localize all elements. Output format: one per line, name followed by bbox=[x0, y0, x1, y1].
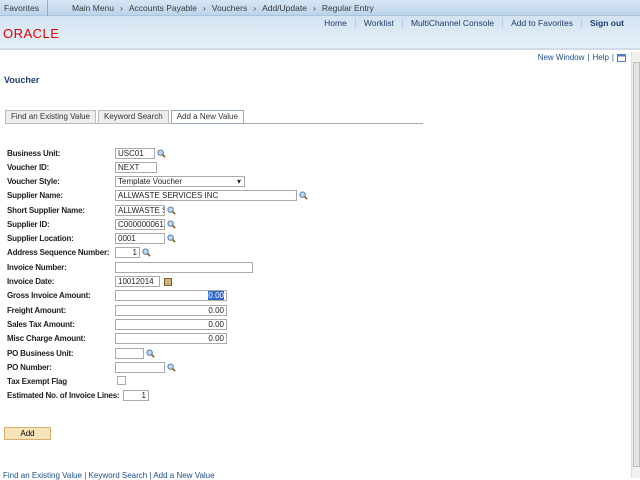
lookup-search-icon[interactable] bbox=[167, 234, 176, 243]
customize-page-icon[interactable] bbox=[617, 53, 626, 62]
breadcrumb-separator: › bbox=[202, 2, 206, 13]
add-to-favorites-link[interactable]: Add to Favorites bbox=[502, 18, 581, 28]
supplier-name-input[interactable]: ALLWASTE SERVICES INC bbox=[115, 190, 297, 201]
gross-amount-input[interactable]: 0.00 bbox=[115, 290, 227, 301]
est-lines-input[interactable]: 1 bbox=[123, 390, 149, 401]
supplier-location-label: Supplier Location: bbox=[7, 234, 74, 243]
invoice-date-label: Invoice Date: bbox=[7, 277, 55, 286]
lookup-search-icon[interactable] bbox=[299, 191, 308, 200]
gross-amount-label: Gross Invoice Amount: bbox=[7, 291, 91, 300]
freight-amount-input[interactable]: 0.00 bbox=[115, 305, 227, 316]
short-supplier-name-label: Short Supplier Name: bbox=[7, 206, 85, 215]
voucher-style-label: Voucher Style: bbox=[7, 177, 60, 186]
tab-keyword-search[interactable]: Keyword Search bbox=[98, 110, 169, 124]
tax-exempt-checkbox[interactable] bbox=[117, 376, 126, 385]
sign-out-link[interactable]: Sign out bbox=[581, 18, 632, 28]
sales-tax-input[interactable]: 0.00 bbox=[115, 319, 227, 330]
breadcrumb-accounts-payable[interactable]: Accounts Payable bbox=[128, 2, 197, 13]
tax-exempt-label: Tax Exempt Flag bbox=[7, 377, 67, 386]
invoice-date-input[interactable]: 10012014 bbox=[115, 276, 160, 287]
short-supplier-name-input[interactable]: ALLWASTE S-001 bbox=[115, 205, 165, 216]
help-link[interactable]: Help bbox=[592, 53, 609, 62]
worklist-link[interactable]: Worklist bbox=[354, 18, 402, 28]
top-navigation: Favorites Main Menu › Accounts Payable › V… bbox=[0, 0, 640, 16]
scrollbar-thumb[interactable] bbox=[633, 62, 640, 467]
bottom-add-new-value-link[interactable]: Add a New Value bbox=[153, 471, 215, 480]
home-link[interactable]: Home bbox=[324, 18, 347, 28]
address-seq-input[interactable]: 1 bbox=[115, 247, 140, 258]
supplier-id-label: Supplier ID: bbox=[7, 220, 50, 229]
breadcrumb-separator: › bbox=[253, 2, 257, 13]
po-number-input[interactable] bbox=[115, 362, 165, 373]
freight-amount-label: Freight Amount: bbox=[7, 306, 66, 315]
add-button[interactable]: Add bbox=[4, 427, 51, 440]
breadcrumb-regular-entry[interactable]: Regular Entry bbox=[321, 2, 374, 13]
sales-tax-label: Sales Tax Amount: bbox=[7, 320, 75, 329]
breadcrumb-separator: › bbox=[312, 2, 316, 13]
po-bu-label: PO Business Unit: bbox=[7, 349, 74, 358]
misc-charge-input[interactable]: 0.00 bbox=[115, 333, 227, 344]
lookup-search-icon[interactable] bbox=[146, 349, 155, 358]
dropdown-arrow-icon: ▾ bbox=[236, 177, 241, 186]
po-bu-input[interactable] bbox=[115, 348, 144, 359]
address-seq-label: Address Sequence Number: bbox=[7, 248, 110, 257]
business-unit-label: Business Unit: bbox=[7, 149, 61, 158]
business-unit-input[interactable]: USC01 bbox=[115, 148, 155, 159]
breadcrumb-vouchers[interactable]: Vouchers bbox=[211, 2, 248, 13]
calendar-icon[interactable] bbox=[164, 278, 172, 286]
breadcrumb-add-update[interactable]: Add/Update bbox=[262, 2, 307, 13]
page-title: Voucher bbox=[4, 75, 40, 85]
bottom-find-existing-value-link[interactable]: Find an Existing Value bbox=[3, 471, 83, 480]
lookup-search-icon[interactable] bbox=[167, 363, 176, 372]
oracle-logo: ORACLE bbox=[3, 26, 60, 41]
new-window-link[interactable]: New Window bbox=[537, 53, 585, 62]
supplier-name-label: Supplier Name: bbox=[7, 191, 63, 200]
po-number-label: PO Number: bbox=[7, 363, 52, 372]
breadcrumb-separator: › bbox=[120, 2, 123, 13]
supplier-id-input[interactable]: C000000061 bbox=[115, 219, 165, 230]
voucher-id-label: Voucher ID: bbox=[7, 163, 50, 172]
search-tabs: Find an Existing Value Keyword Search Ad… bbox=[5, 110, 423, 124]
voucher-style-select[interactable]: Template Voucher ▾ bbox=[115, 176, 245, 187]
bottom-keyword-search-link[interactable]: Keyword Search bbox=[88, 471, 148, 480]
vertical-scrollbar[interactable] bbox=[631, 52, 640, 478]
invoice-number-label: Invoice Number: bbox=[7, 263, 67, 272]
header: Home Worklist MultiChannel Console Add t… bbox=[0, 16, 640, 50]
invoice-number-input[interactable] bbox=[115, 262, 253, 273]
breadcrumb-main-menu[interactable]: Main Menu bbox=[71, 2, 115, 13]
lookup-search-icon[interactable] bbox=[157, 149, 166, 158]
est-lines-label: Estimated No. of Invoice Lines: bbox=[7, 391, 120, 400]
misc-charge-label: Misc Charge Amount: bbox=[7, 334, 86, 343]
voucher-id-input[interactable]: NEXT bbox=[115, 162, 157, 173]
multichannel-console-link[interactable]: MultiChannel Console bbox=[401, 18, 502, 28]
bottom-links: Find an Existing Value | Keyword Search … bbox=[3, 471, 215, 480]
lookup-search-icon[interactable] bbox=[167, 220, 176, 229]
tab-add-new-value[interactable]: Add a New Value bbox=[170, 110, 244, 124]
lookup-search-icon[interactable] bbox=[167, 206, 176, 215]
favorites-menu[interactable]: Favorites bbox=[0, 0, 48, 16]
supplier-location-input[interactable]: 0001 bbox=[115, 233, 165, 244]
lookup-search-icon[interactable] bbox=[142, 248, 151, 257]
tab-find-existing-value[interactable]: Find an Existing Value bbox=[5, 110, 97, 124]
